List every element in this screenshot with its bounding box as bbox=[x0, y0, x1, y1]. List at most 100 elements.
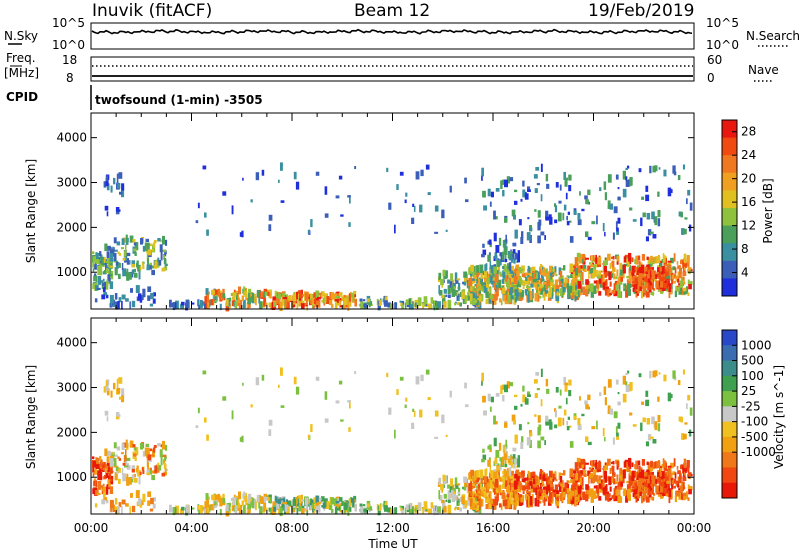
data-cell bbox=[399, 171, 404, 176]
data-cell bbox=[682, 369, 685, 375]
data-cell bbox=[147, 286, 152, 292]
data-cell bbox=[526, 437, 531, 446]
data-cell bbox=[248, 288, 252, 294]
colorbar-cell bbox=[722, 330, 737, 346]
data-cell bbox=[479, 491, 483, 496]
data-cell bbox=[647, 267, 649, 273]
data-cell bbox=[680, 260, 684, 265]
data-cell bbox=[476, 501, 480, 510]
data-cell bbox=[540, 399, 543, 407]
data-cell bbox=[502, 456, 504, 466]
data-cell bbox=[296, 508, 299, 515]
data-cell bbox=[517, 250, 520, 255]
data-cell bbox=[446, 475, 448, 484]
data-cell bbox=[580, 272, 583, 280]
data-cell bbox=[590, 468, 593, 472]
data-cell bbox=[489, 267, 492, 274]
data-cell bbox=[474, 481, 476, 489]
data-cell bbox=[131, 269, 135, 275]
data-cell bbox=[681, 433, 685, 440]
data-cell bbox=[549, 470, 553, 480]
data-cell bbox=[116, 241, 121, 246]
data-cell bbox=[581, 413, 585, 417]
data-cell bbox=[295, 386, 300, 395]
data-cell bbox=[121, 443, 125, 450]
data-cell bbox=[335, 500, 340, 504]
data-cell bbox=[542, 474, 547, 482]
data-cell bbox=[562, 212, 565, 221]
data-cell bbox=[494, 284, 498, 289]
data-cell bbox=[250, 293, 253, 297]
data-cell bbox=[606, 462, 608, 470]
data-cell bbox=[121, 183, 125, 191]
data-cell bbox=[504, 422, 508, 428]
data-cell bbox=[516, 274, 520, 281]
data-cell bbox=[469, 498, 473, 507]
data-cell bbox=[439, 290, 443, 296]
data-cell bbox=[539, 473, 542, 480]
data-cell bbox=[688, 281, 693, 285]
data-cell bbox=[511, 414, 516, 422]
data-cell bbox=[105, 473, 109, 478]
data-cell bbox=[106, 265, 110, 270]
data-cell bbox=[564, 177, 568, 181]
data-cell bbox=[619, 272, 623, 281]
data-cell bbox=[500, 385, 503, 394]
data-cell bbox=[595, 487, 600, 494]
data-cell bbox=[617, 187, 620, 190]
data-cell bbox=[603, 386, 607, 395]
data-cell bbox=[92, 262, 95, 268]
data-cell bbox=[554, 410, 558, 418]
data-cell bbox=[494, 489, 498, 494]
data-cell bbox=[261, 374, 265, 381]
nave-label: Nave bbox=[748, 63, 779, 77]
nsky-tick-low: 10^0 bbox=[52, 38, 85, 52]
data-cell bbox=[211, 494, 215, 501]
data-cell bbox=[645, 441, 649, 447]
data-cell bbox=[682, 164, 685, 170]
data-cell bbox=[504, 505, 509, 510]
data-cell bbox=[595, 459, 597, 469]
data-cell bbox=[623, 461, 627, 468]
data-cell bbox=[569, 263, 574, 273]
data-cell bbox=[502, 499, 506, 507]
data-cell bbox=[602, 223, 605, 232]
data-cell bbox=[510, 456, 515, 460]
data-cell bbox=[255, 501, 257, 511]
data-cell bbox=[563, 376, 566, 385]
data-cell bbox=[131, 465, 135, 472]
data-cell bbox=[454, 495, 459, 501]
data-cell bbox=[126, 272, 130, 281]
data-cell bbox=[152, 447, 156, 453]
data-cell bbox=[632, 424, 637, 427]
data-cell bbox=[422, 302, 425, 310]
data-cell bbox=[503, 451, 508, 460]
data-cell bbox=[634, 464, 637, 469]
data-cell bbox=[103, 282, 106, 289]
data-cell bbox=[136, 260, 139, 269]
data-cell bbox=[442, 275, 445, 280]
data-cell bbox=[490, 191, 494, 198]
data-cell bbox=[590, 263, 593, 267]
data-cell bbox=[445, 434, 448, 437]
data-cell bbox=[511, 482, 514, 488]
data-cell bbox=[431, 505, 435, 509]
data-cell bbox=[147, 500, 151, 506]
data-cell bbox=[106, 470, 110, 475]
data-cell bbox=[151, 249, 154, 252]
data-cell bbox=[185, 299, 189, 308]
data-cell bbox=[285, 305, 290, 309]
data-cell bbox=[300, 289, 303, 299]
data-cell bbox=[534, 272, 538, 279]
data-cell bbox=[517, 486, 522, 493]
data-cell bbox=[253, 294, 256, 303]
data-cell bbox=[305, 300, 308, 305]
data-cell bbox=[129, 301, 131, 309]
data-cell bbox=[493, 210, 496, 220]
data-cell bbox=[564, 483, 568, 491]
colorbar-frame bbox=[721, 329, 738, 499]
data-cell bbox=[231, 505, 234, 512]
data-cell bbox=[525, 289, 528, 296]
data-cell bbox=[495, 450, 500, 458]
